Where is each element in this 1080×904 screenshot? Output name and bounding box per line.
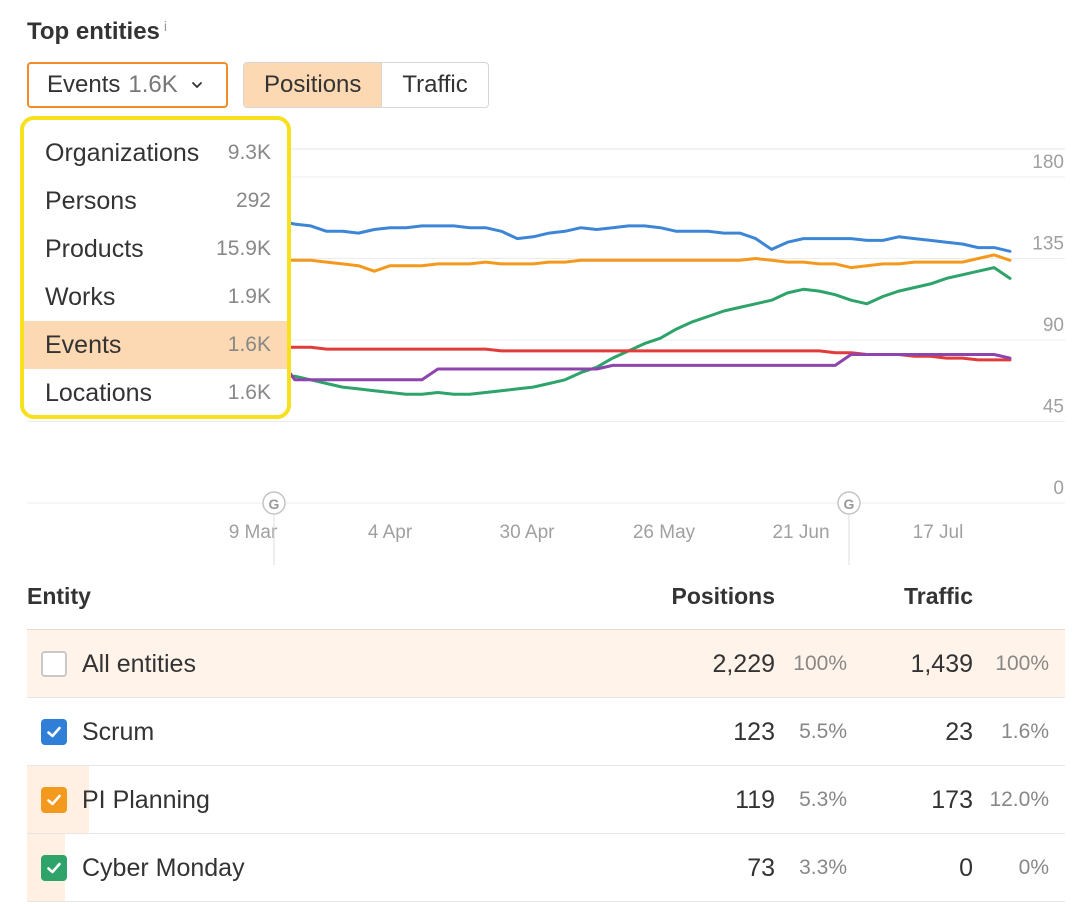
menu-item-count: 292 xyxy=(235,189,271,212)
entity-name: Cyber Monday xyxy=(82,854,245,882)
table-row[interactable]: Scrum 123 5.5% 23 1.6% xyxy=(27,697,1065,765)
positions-percent: 3.3% xyxy=(799,856,847,879)
menu-item-count: 1.6K xyxy=(227,333,271,356)
menu-item-persons[interactable]: Persons 292 xyxy=(24,177,287,225)
checkbox-checked-icon[interactable] xyxy=(41,719,67,745)
positions-value: 123 xyxy=(733,718,775,746)
positions-toggle-button[interactable]: Positions xyxy=(244,63,382,107)
menu-item-label: Organizations xyxy=(45,138,200,167)
positions-chart: 180 135 90 45 0 9 Mar 4 Apr 30 Apr 26 May 21 Jun 1… xyxy=(27,148,1065,565)
dropdown-label: Events xyxy=(47,71,121,98)
y-tick-label: 180 xyxy=(1032,152,1064,173)
menu-item-label: Events xyxy=(45,330,122,359)
x-tick-label: 17 Jul xyxy=(913,522,964,543)
dropdown-count: 1.6K xyxy=(128,71,178,98)
google-update-marker xyxy=(262,491,286,515)
x-tick-label: 26 May xyxy=(633,522,696,543)
positions-value: 119 xyxy=(735,786,775,814)
checkbox-checked-icon[interactable] xyxy=(41,855,67,881)
x-tick-label: 30 Apr xyxy=(500,522,556,543)
menu-item-count: 1.9K xyxy=(227,285,271,308)
title-text: Top entities xyxy=(27,18,160,45)
positions-percent: 100% xyxy=(793,652,847,675)
traffic-percent: 0% xyxy=(1018,856,1049,879)
y-tick-label: 0 xyxy=(1053,478,1064,499)
positions-percent: 5.5% xyxy=(799,720,847,743)
checkbox-checked-icon[interactable] xyxy=(41,787,67,813)
table-row[interactable]: PI Planning 119 5.3% 173 12.0% xyxy=(27,765,1065,833)
y-tick-label: 135 xyxy=(1032,234,1064,255)
table-row-all-entities[interactable]: All entities 2,229 100% 1,439 100% xyxy=(27,629,1065,697)
positions-percent: 5.3% xyxy=(799,788,847,811)
table-bottom-divider xyxy=(27,901,1065,902)
google-update-label: G xyxy=(269,496,280,512)
traffic-percent: 12.0% xyxy=(989,788,1049,811)
table-row[interactable]: Cyber Monday 73 3.3% 0 0% xyxy=(27,833,1065,901)
positions-value: 73 xyxy=(747,854,775,882)
table-header: Entity Positions Traffic xyxy=(27,583,1065,613)
traffic-value: 173 xyxy=(931,786,973,814)
column-header-entity[interactable]: Entity xyxy=(27,583,91,609)
column-header-traffic[interactable]: Traffic xyxy=(903,583,973,609)
menu-item-count: 15.9K xyxy=(216,237,271,260)
menu-item-label: Products xyxy=(45,234,144,263)
traffic-value: 23 xyxy=(945,718,973,746)
y-tick-label: 90 xyxy=(1043,315,1064,336)
entity-type-dropdown[interactable]: Events 1.6K xyxy=(27,62,228,108)
chart-container: 180 135 90 45 0 9 Mar 4 Apr 30 Apr 26 May 21 Jun 1… xyxy=(0,115,1080,565)
chevron-down-icon xyxy=(191,82,202,89)
entity-type-menu: Organizations 9.3K Persons 292 Products … xyxy=(20,116,291,419)
positions-value: 2,229 xyxy=(712,650,775,678)
info-icon[interactable]: i xyxy=(163,18,168,34)
traffic-percent: 100% xyxy=(995,652,1049,675)
entity-name: PI Planning xyxy=(82,786,210,814)
menu-item-label: Locations xyxy=(45,378,153,407)
menu-item-works[interactable]: Works 1.9K xyxy=(24,273,287,321)
entity-name: All entities xyxy=(82,650,196,678)
traffic-value: 1,439 xyxy=(910,650,973,678)
metric-toggle: Positions Traffic xyxy=(243,62,489,108)
menu-item-label: Works xyxy=(45,282,116,311)
google-update-label: G xyxy=(844,496,855,512)
menu-item-count: 1.6K xyxy=(227,381,271,404)
x-tick-label: 4 Apr xyxy=(368,522,413,543)
traffic-toggle-button[interactable]: Traffic xyxy=(381,63,487,107)
traffic-value: 0 xyxy=(959,854,973,882)
menu-item-organizations[interactable]: Organizations 9.3K xyxy=(24,129,287,177)
column-header-positions[interactable]: Positions xyxy=(671,583,775,609)
page-title: Top entities i xyxy=(27,18,167,46)
menu-item-label: Persons xyxy=(45,186,137,215)
menu-item-count: 9.3K xyxy=(227,141,271,164)
menu-item-events[interactable]: Events 1.6K xyxy=(24,321,287,369)
x-tick-label: 9 Mar xyxy=(229,522,278,543)
menu-item-products[interactable]: Products 15.9K xyxy=(24,225,287,273)
checkbox-all-entities[interactable] xyxy=(41,651,67,677)
menu-item-locations[interactable]: Locations 1.6K xyxy=(24,369,287,417)
x-tick-label: 21 Jun xyxy=(772,522,829,543)
traffic-percent: 1.6% xyxy=(1001,720,1049,743)
entity-name: Scrum xyxy=(82,718,155,746)
google-update-marker xyxy=(837,491,861,515)
y-tick-label: 45 xyxy=(1043,397,1064,418)
